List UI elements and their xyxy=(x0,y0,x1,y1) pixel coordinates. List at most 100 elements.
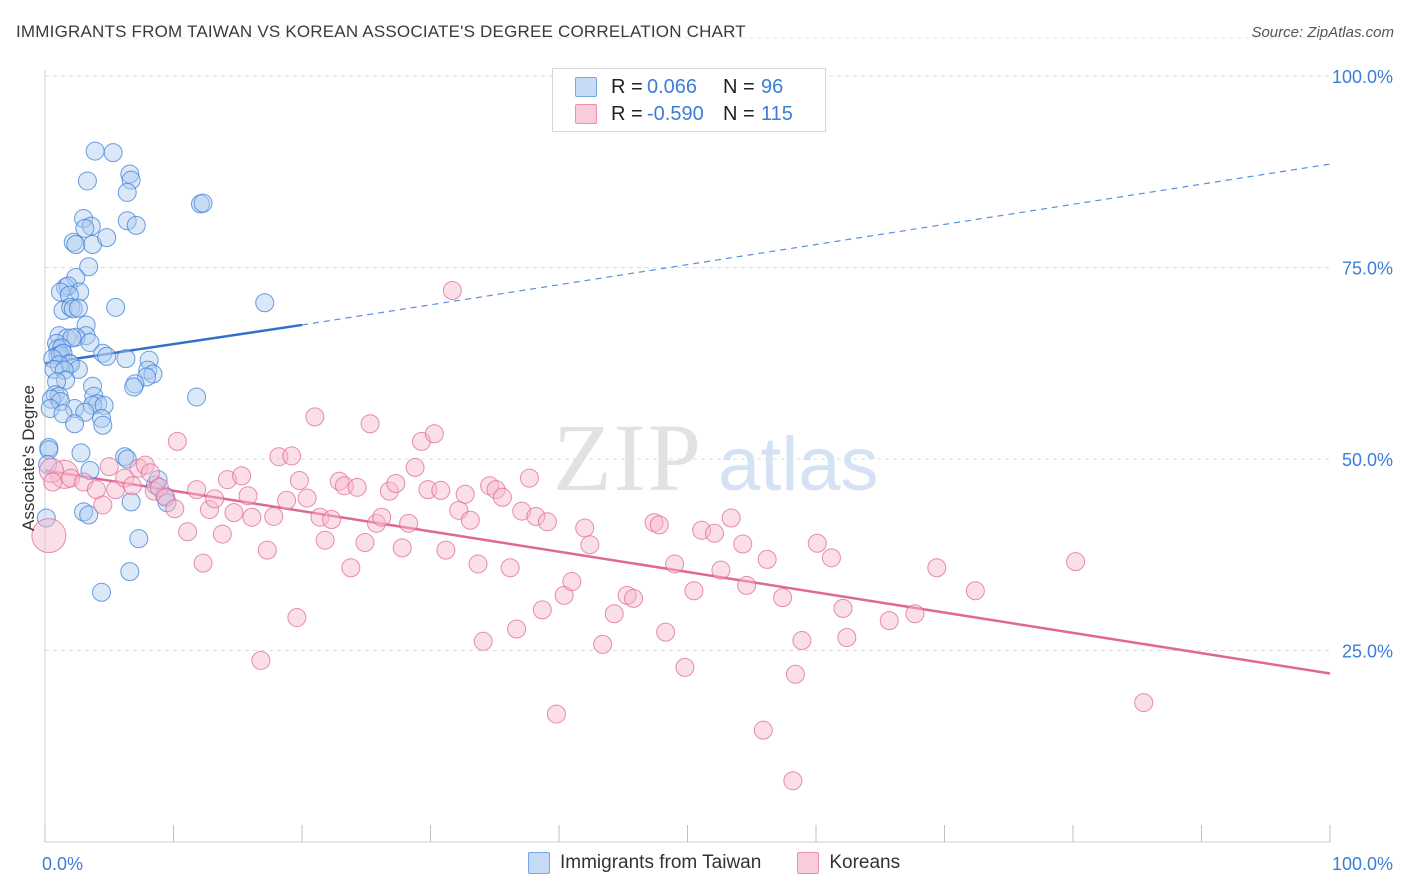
data-point xyxy=(79,257,99,277)
data-point xyxy=(125,374,145,394)
data-point xyxy=(124,377,144,397)
data-point xyxy=(43,472,63,492)
series-legend-item-koreans[interactable]: Koreans xyxy=(797,852,900,874)
data-point xyxy=(532,600,552,620)
data-point xyxy=(167,431,187,451)
data-point xyxy=(74,502,94,522)
data-point xyxy=(372,507,392,527)
data-point xyxy=(675,657,695,677)
watermark-zip: ZIP xyxy=(553,404,703,511)
data-point xyxy=(165,499,185,519)
watermark: ZIP atlas xyxy=(553,404,879,511)
data-point xyxy=(436,540,456,560)
data-point xyxy=(792,631,812,651)
data-point xyxy=(1134,693,1154,713)
series-label-taiwan: Immigrants from Taiwan xyxy=(560,852,762,873)
data-point xyxy=(212,524,232,544)
data-point xyxy=(120,562,140,582)
data-point xyxy=(753,720,773,740)
data-point xyxy=(224,503,244,523)
data-point xyxy=(115,447,135,467)
data-point xyxy=(121,170,141,190)
data-point xyxy=(149,477,169,497)
data-point xyxy=(355,532,375,552)
legend-n-label: N = xyxy=(723,102,755,125)
data-point xyxy=(264,506,284,526)
data-point xyxy=(424,424,444,444)
source-label: Source: ZipAtlas.com xyxy=(1251,24,1394,41)
data-point xyxy=(322,510,342,530)
data-point xyxy=(757,549,777,569)
data-point xyxy=(468,554,488,574)
data-point xyxy=(927,558,947,578)
x-tick-label-max: 100.0% xyxy=(1332,854,1393,874)
data-point xyxy=(61,468,81,488)
data-point xyxy=(310,507,330,527)
data-point xyxy=(71,443,91,463)
data-point xyxy=(455,484,475,504)
data-point xyxy=(783,771,803,791)
data-point xyxy=(115,468,135,488)
data-point xyxy=(297,488,317,508)
y-tick-label: 100.0% xyxy=(1332,67,1393,87)
data-point xyxy=(103,143,123,163)
data-point xyxy=(442,280,462,300)
data-point xyxy=(217,470,237,490)
data-point xyxy=(315,530,335,550)
data-point xyxy=(519,468,539,488)
legend-r-label: R = xyxy=(611,102,643,125)
data-point xyxy=(36,508,56,528)
legend-r-value-taiwan: 0.066 xyxy=(647,75,698,98)
trend-line-koreans xyxy=(44,469,1331,675)
data-point xyxy=(62,328,82,348)
data-point xyxy=(486,480,506,500)
data-point xyxy=(31,518,67,554)
trend-line-taiwan xyxy=(44,323,303,365)
data-point xyxy=(711,560,731,580)
data-point xyxy=(93,415,113,435)
data-point xyxy=(833,598,853,618)
data-point xyxy=(341,558,361,578)
series-swatch-koreans xyxy=(797,852,820,874)
watermark-atlas: atlas xyxy=(718,422,879,507)
data-point xyxy=(656,622,676,642)
data-point xyxy=(199,500,219,520)
data-point xyxy=(238,486,258,506)
data-point xyxy=(187,480,207,500)
data-point xyxy=(360,414,380,434)
data-point xyxy=(879,611,899,631)
legend-n-value-koreans: 115 xyxy=(761,102,793,125)
data-point xyxy=(38,454,58,474)
data-point xyxy=(665,554,685,574)
legend-n-value-taiwan: 96 xyxy=(761,75,784,98)
data-point xyxy=(242,507,262,527)
data-point xyxy=(737,575,757,595)
data-point xyxy=(289,470,309,490)
data-point xyxy=(251,650,271,670)
data-point xyxy=(148,470,168,490)
data-point xyxy=(905,604,925,624)
data-point xyxy=(187,387,207,407)
data-point xyxy=(121,492,141,512)
legend-row-taiwan: R = 0.066 N = 96 xyxy=(575,75,783,99)
data-point xyxy=(257,540,277,560)
series-label-koreans: Koreans xyxy=(829,852,901,873)
data-point xyxy=(405,457,425,477)
data-point xyxy=(1066,552,1086,572)
data-point xyxy=(546,704,566,724)
data-point xyxy=(70,282,90,302)
data-point xyxy=(593,634,613,654)
data-point xyxy=(604,604,624,624)
data-point xyxy=(97,346,117,366)
data-point xyxy=(93,343,113,363)
data-point xyxy=(178,522,198,542)
data-point xyxy=(821,548,841,568)
data-point xyxy=(68,359,88,379)
data-point xyxy=(126,215,146,235)
data-point xyxy=(97,228,117,248)
series-legend-item-taiwan[interactable]: Immigrants from Taiwan xyxy=(528,852,761,874)
y-tick-label: 75.0% xyxy=(1342,259,1393,279)
data-point xyxy=(79,505,99,525)
data-point xyxy=(54,360,74,380)
data-point xyxy=(106,297,126,317)
